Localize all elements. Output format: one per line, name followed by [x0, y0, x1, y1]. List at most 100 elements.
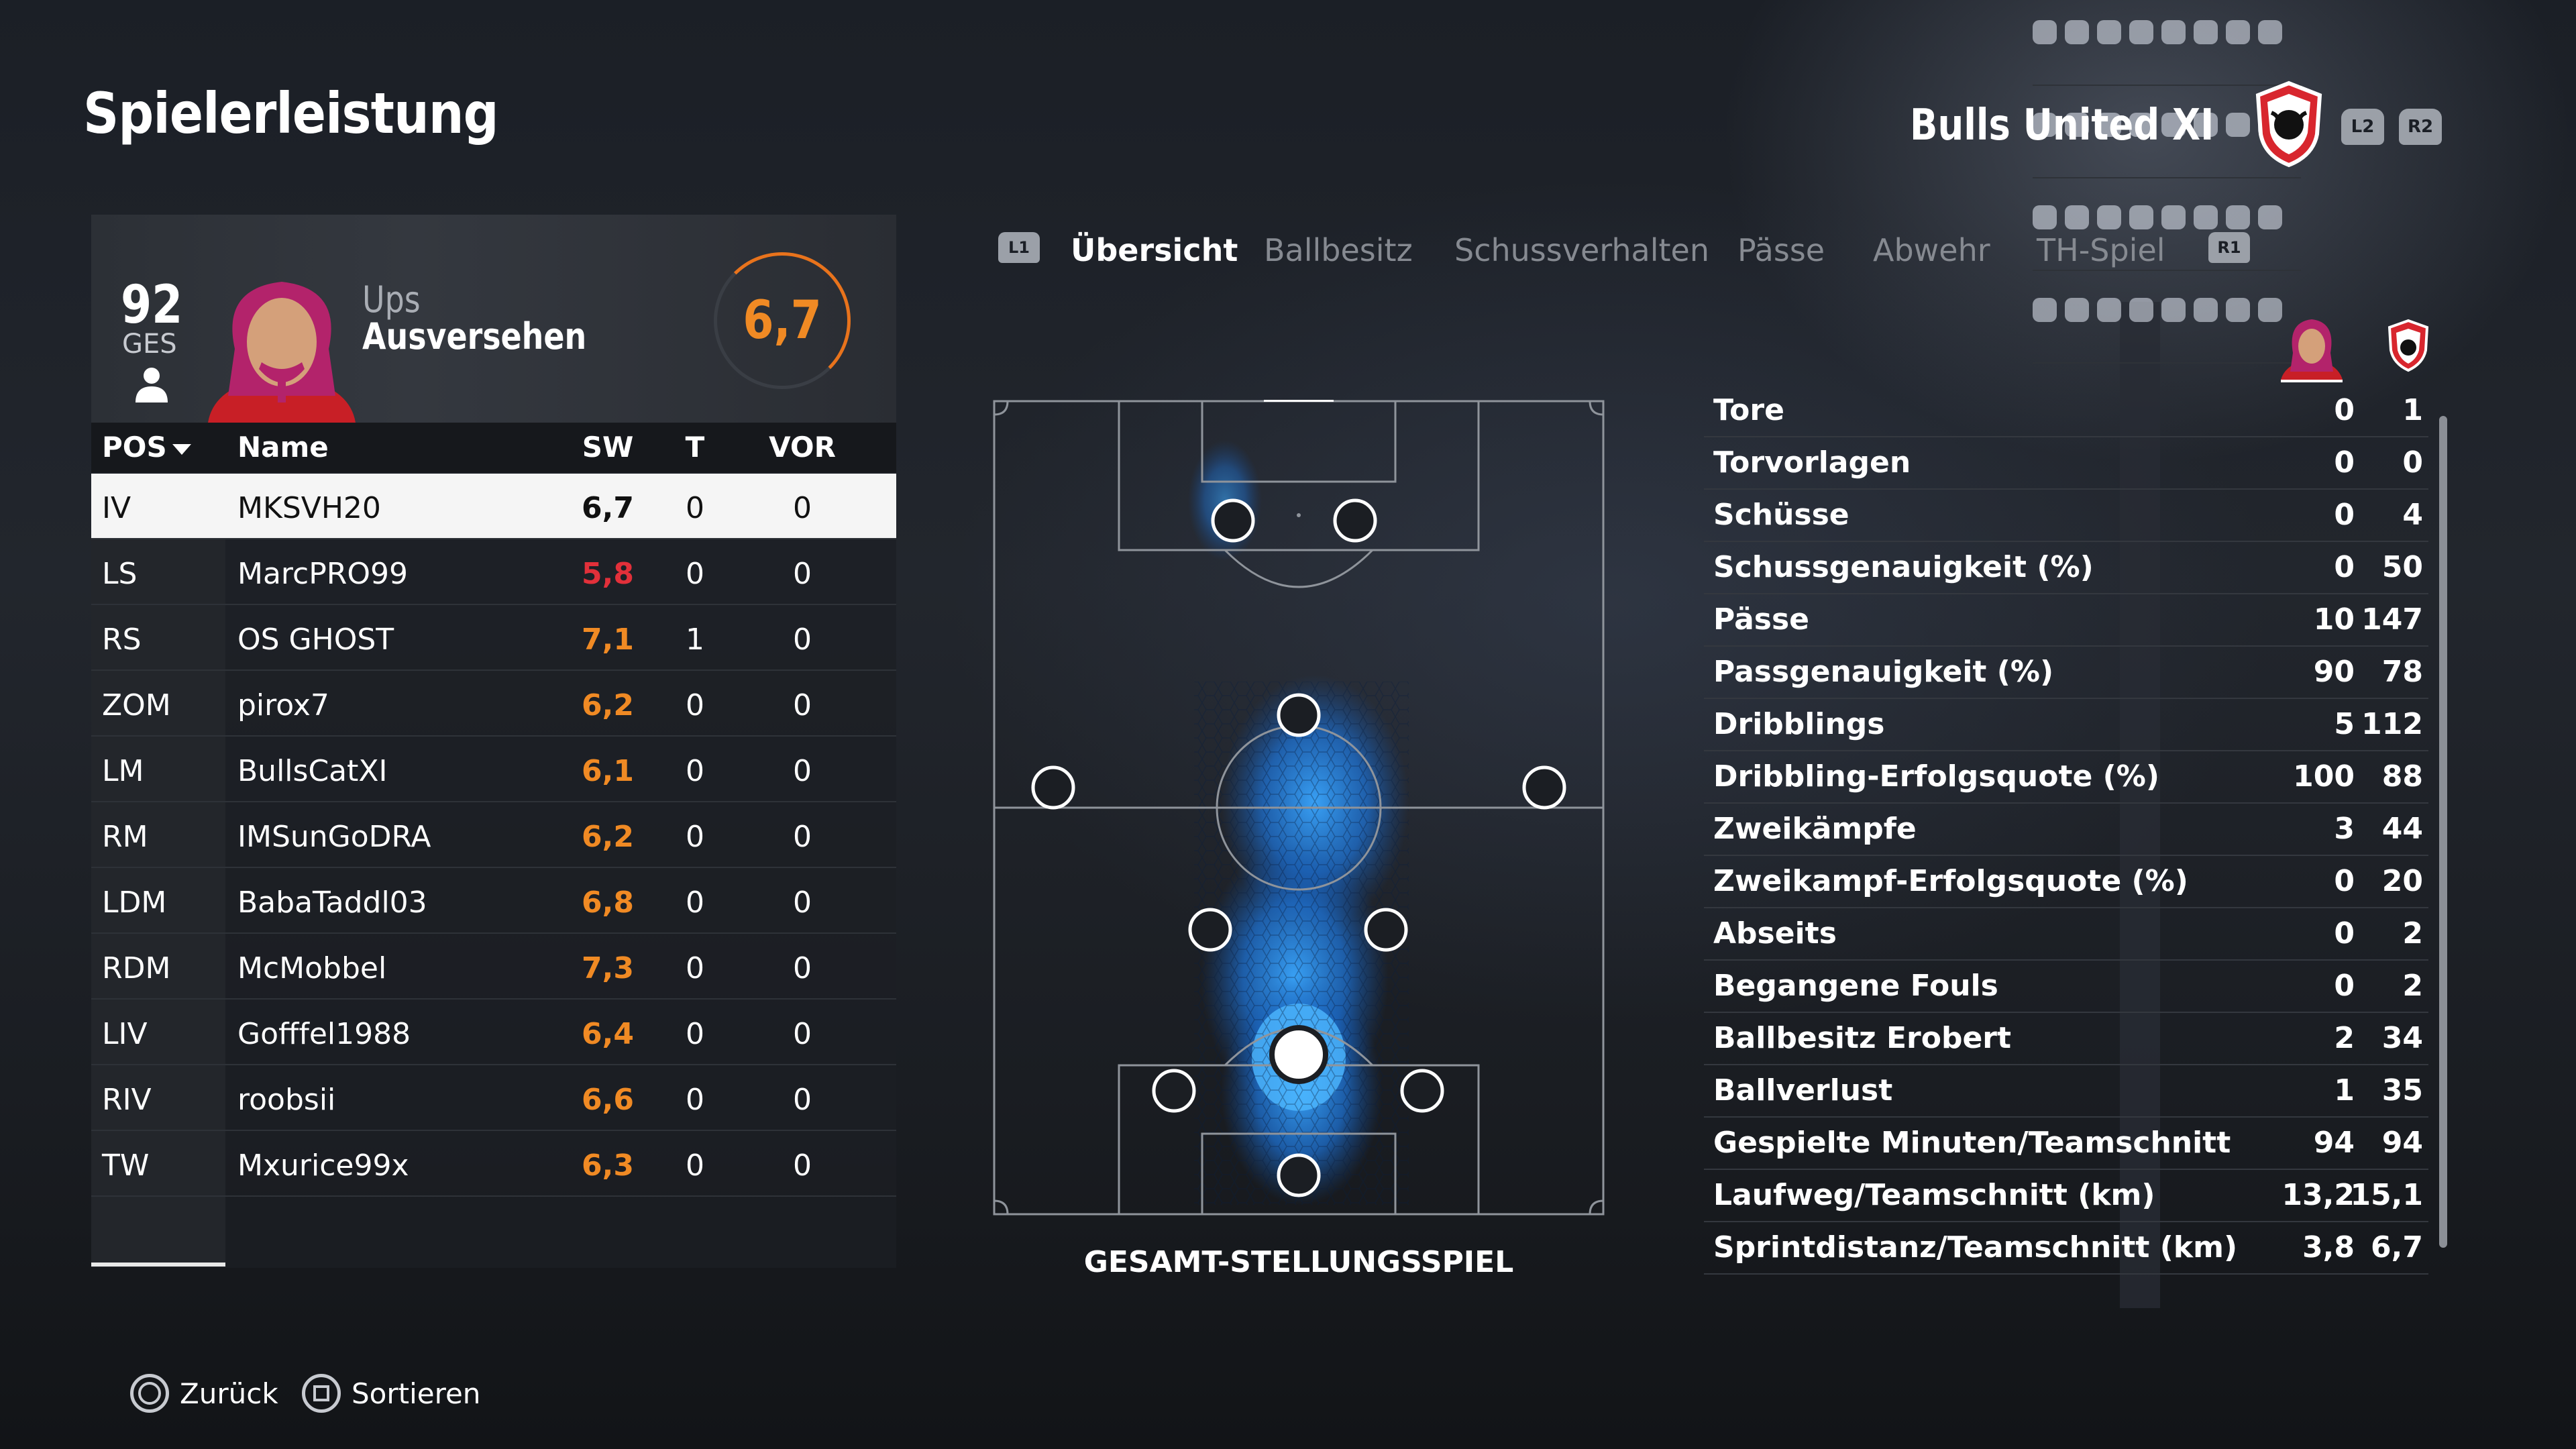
stat-player-value: 2 [2334, 1021, 2355, 1055]
stat-label: Torvorlagen [1713, 445, 1911, 480]
row-position: LM [91, 737, 225, 801]
row-rating: 6,8 [582, 885, 634, 920]
stat-team-value: 112 [2361, 707, 2423, 741]
table-row[interactable]: TW Mxurice99x 6,3 0 0 [91, 1131, 896, 1197]
row-rating: 7,3 [582, 951, 634, 985]
row-goals: 0 [686, 688, 704, 722]
table-row[interactable]: RM IMSunGoDRA 6,2 0 0 [91, 802, 896, 868]
bull-crest-icon [2255, 80, 2322, 168]
stat-player-value: 0 [2334, 498, 2355, 532]
row-goals: 0 [686, 557, 704, 591]
stat-row: Tore 0 1 [1704, 385, 2428, 437]
tab-paesse[interactable]: Pässe [1737, 232, 1825, 268]
tab-ballbesitz[interactable]: Ballbesitz [1264, 232, 1413, 268]
row-goals: 0 [686, 491, 704, 525]
stat-label: Passgenauigkeit (%) [1713, 655, 2054, 689]
row-rating: 7,1 [582, 623, 634, 657]
row-goals: 0 [686, 885, 704, 920]
row-goals: 0 [686, 1148, 704, 1183]
row-assists: 0 [793, 1083, 812, 1117]
row-assists: 0 [793, 491, 812, 525]
position-marker [1364, 908, 1408, 952]
row-rating: 6,2 [582, 688, 634, 722]
stats-table: Tore 0 1 Torvorlagen 0 0 Schüsse 0 4 Schussgen… [1704, 385, 2428, 1275]
stat-row: Abseits 0 2 [1704, 908, 2428, 961]
row-rating: 6,4 [582, 1017, 634, 1051]
vor-header[interactable]: VOR [769, 431, 836, 464]
row-name: roobsii [237, 1083, 336, 1117]
stat-label: Sprintdistanz/Teamschnitt (km) [1713, 1230, 2238, 1265]
row-goals: 0 [686, 754, 704, 788]
stat-row: Gespielte Minuten/Teamschnitt 94 94 [1704, 1118, 2428, 1170]
team-crest-icon [2387, 319, 2429, 372]
stat-label: Pässe [1713, 602, 1809, 637]
stat-player-value: 5 [2334, 707, 2355, 741]
stat-label: Zweikämpfe [1713, 812, 1917, 846]
row-rating: 6,2 [582, 820, 634, 854]
stat-label: Tore [1713, 393, 1784, 427]
table-row[interactable]: ZOM pirox7 6,2 0 0 [91, 671, 896, 737]
row-assists: 0 [793, 1017, 812, 1051]
name-header[interactable]: Name [237, 431, 329, 464]
player-table: IV MKSVH20 6,7 0 0 LS MarcPRO99 5,8 0 0 RS OS GHO… [91, 474, 896, 1197]
position-marker [1031, 765, 1075, 810]
back-button[interactable]: Zurück [130, 1374, 278, 1413]
tab-th-spiel[interactable]: TH-Spiel [2037, 232, 2165, 268]
stat-label: Ballverlust [1713, 1073, 1893, 1108]
r2-button[interactable]: R2 [2399, 109, 2442, 145]
pos-header[interactable]: POS [102, 431, 191, 464]
stats-scrollbar[interactable] [2439, 416, 2447, 1248]
match-rating-value: 6,7 [743, 290, 822, 351]
stat-team-value: 6,7 [2371, 1230, 2423, 1265]
stat-player-value: 13,2 [2282, 1178, 2355, 1212]
page-title: Spielerleistung [83, 80, 499, 146]
stat-player-value: 0 [2334, 916, 2355, 951]
stat-team-value: 147 [2361, 602, 2423, 637]
table-row[interactable]: LIV Gofffel1988 6,4 0 0 [91, 1000, 896, 1065]
table-row[interactable]: LS MarcPRO99 5,8 0 0 [91, 539, 896, 605]
row-assists: 0 [793, 820, 812, 854]
back-label: Zurück [180, 1377, 278, 1410]
table-row[interactable]: LDM BabaTaddl03 6,8 0 0 [91, 868, 896, 934]
sort-button[interactable]: Sortieren [302, 1374, 480, 1413]
table-row[interactable]: RDM McMobbel 7,3 0 0 [91, 934, 896, 1000]
stat-player-value: 94 [2313, 1126, 2355, 1160]
stat-player-value: 100 [2293, 759, 2355, 794]
row-position: LDM [91, 868, 225, 932]
table-row[interactable]: LM BullsCatXI 6,1 0 0 [91, 737, 896, 802]
table-row[interactable]: IV MKSVH20 6,7 0 0 [91, 474, 896, 539]
table-row[interactable]: RIV roobsii 6,6 0 0 [91, 1065, 896, 1131]
l2-button[interactable]: L2 [2341, 109, 2384, 145]
tab-schussverhalten[interactable]: Schussverhalten [1454, 232, 1709, 268]
stat-label: Dribbling-Erfolgsquote (%) [1713, 759, 2159, 794]
row-rating: 6,3 [582, 1148, 634, 1183]
stat-player-value: 90 [2313, 655, 2355, 689]
tab-uebersicht[interactable]: Übersicht [1071, 232, 1238, 268]
player-portrait-icon [208, 282, 356, 423]
stat-team-value: 50 [2381, 550, 2423, 584]
stat-label: Zweikampf-Erfolgsquote (%) [1713, 864, 2188, 898]
selected-player-marker [1269, 1025, 1328, 1084]
stat-row: Laufweg/Teamschnitt (km) 13,2 15,1 [1704, 1170, 2428, 1222]
row-position: LS [91, 539, 225, 604]
stat-player-value: 0 [2334, 393, 2355, 427]
row-goals: 0 [686, 951, 704, 985]
team-name: Bulls United XI [1909, 101, 2214, 150]
t-header[interactable]: T [685, 431, 705, 464]
player-avatar-icon [2281, 319, 2343, 382]
table-header: POS Name SW T VOR [91, 423, 896, 472]
table-row[interactable]: RS OS GHOST 7,1 1 0 [91, 605, 896, 671]
player-markers [1031, 498, 1566, 1197]
row-position: ZOM [91, 671, 225, 735]
position-marker [1188, 908, 1232, 952]
l1-button[interactable]: L1 [998, 232, 1040, 263]
row-name: BabaTaddl03 [237, 885, 427, 920]
stat-row: Zweikämpfe 3 44 [1704, 804, 2428, 856]
position-marker [1211, 498, 1255, 543]
tab-abwehr[interactable]: Abwehr [1873, 232, 1990, 268]
row-assists: 0 [793, 1148, 812, 1183]
positioning-heatmap [993, 400, 1605, 1216]
stat-row: Torvorlagen 0 0 [1704, 437, 2428, 490]
sw-header[interactable]: SW [582, 431, 634, 464]
r1-button[interactable]: R1 [2208, 232, 2250, 263]
